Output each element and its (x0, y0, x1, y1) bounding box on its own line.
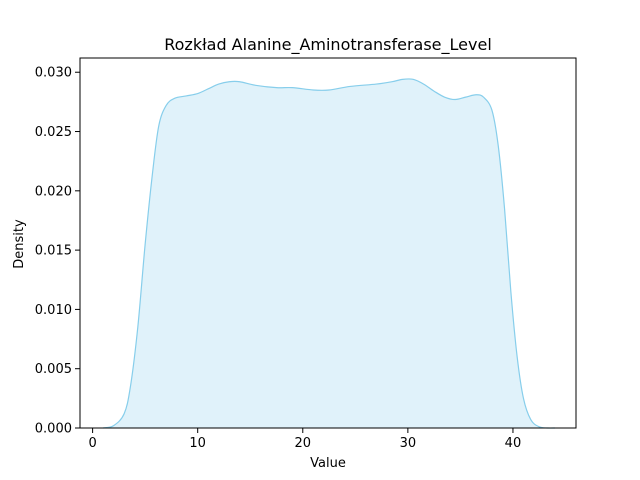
x-axis-label: Value (310, 456, 346, 471)
y-axis-label: Density (12, 219, 27, 269)
y-tick-label: 0.000 (35, 422, 72, 437)
x-tick-label: 30 (400, 436, 417, 451)
density-fill-area (103, 78, 555, 429)
y-tick-label: 0.015 (35, 244, 72, 259)
density-curve-line (102, 78, 555, 429)
y-tick-label: 0.010 (35, 303, 72, 318)
y-tick-label: 0.030 (35, 66, 72, 81)
y-tick-label: 0.005 (35, 362, 72, 377)
y-tick-label: 0.020 (35, 184, 72, 199)
x-tick-label: 10 (189, 436, 206, 451)
y-tick-label: 0.025 (35, 125, 72, 140)
plot-area (102, 78, 555, 429)
x-tick-label: 0 (88, 436, 96, 451)
x-tick-label: 20 (295, 436, 312, 451)
plot-frame (79, 57, 577, 429)
x-tick-label: 40 (505, 436, 522, 451)
chart-title: Rozkład Alanine_Aminotransferase_Level (164, 35, 492, 55)
axes: 0 10 20 30 40 0.000 0.005 0.010 0.015 0.020 0.025 0… (35, 57, 577, 451)
